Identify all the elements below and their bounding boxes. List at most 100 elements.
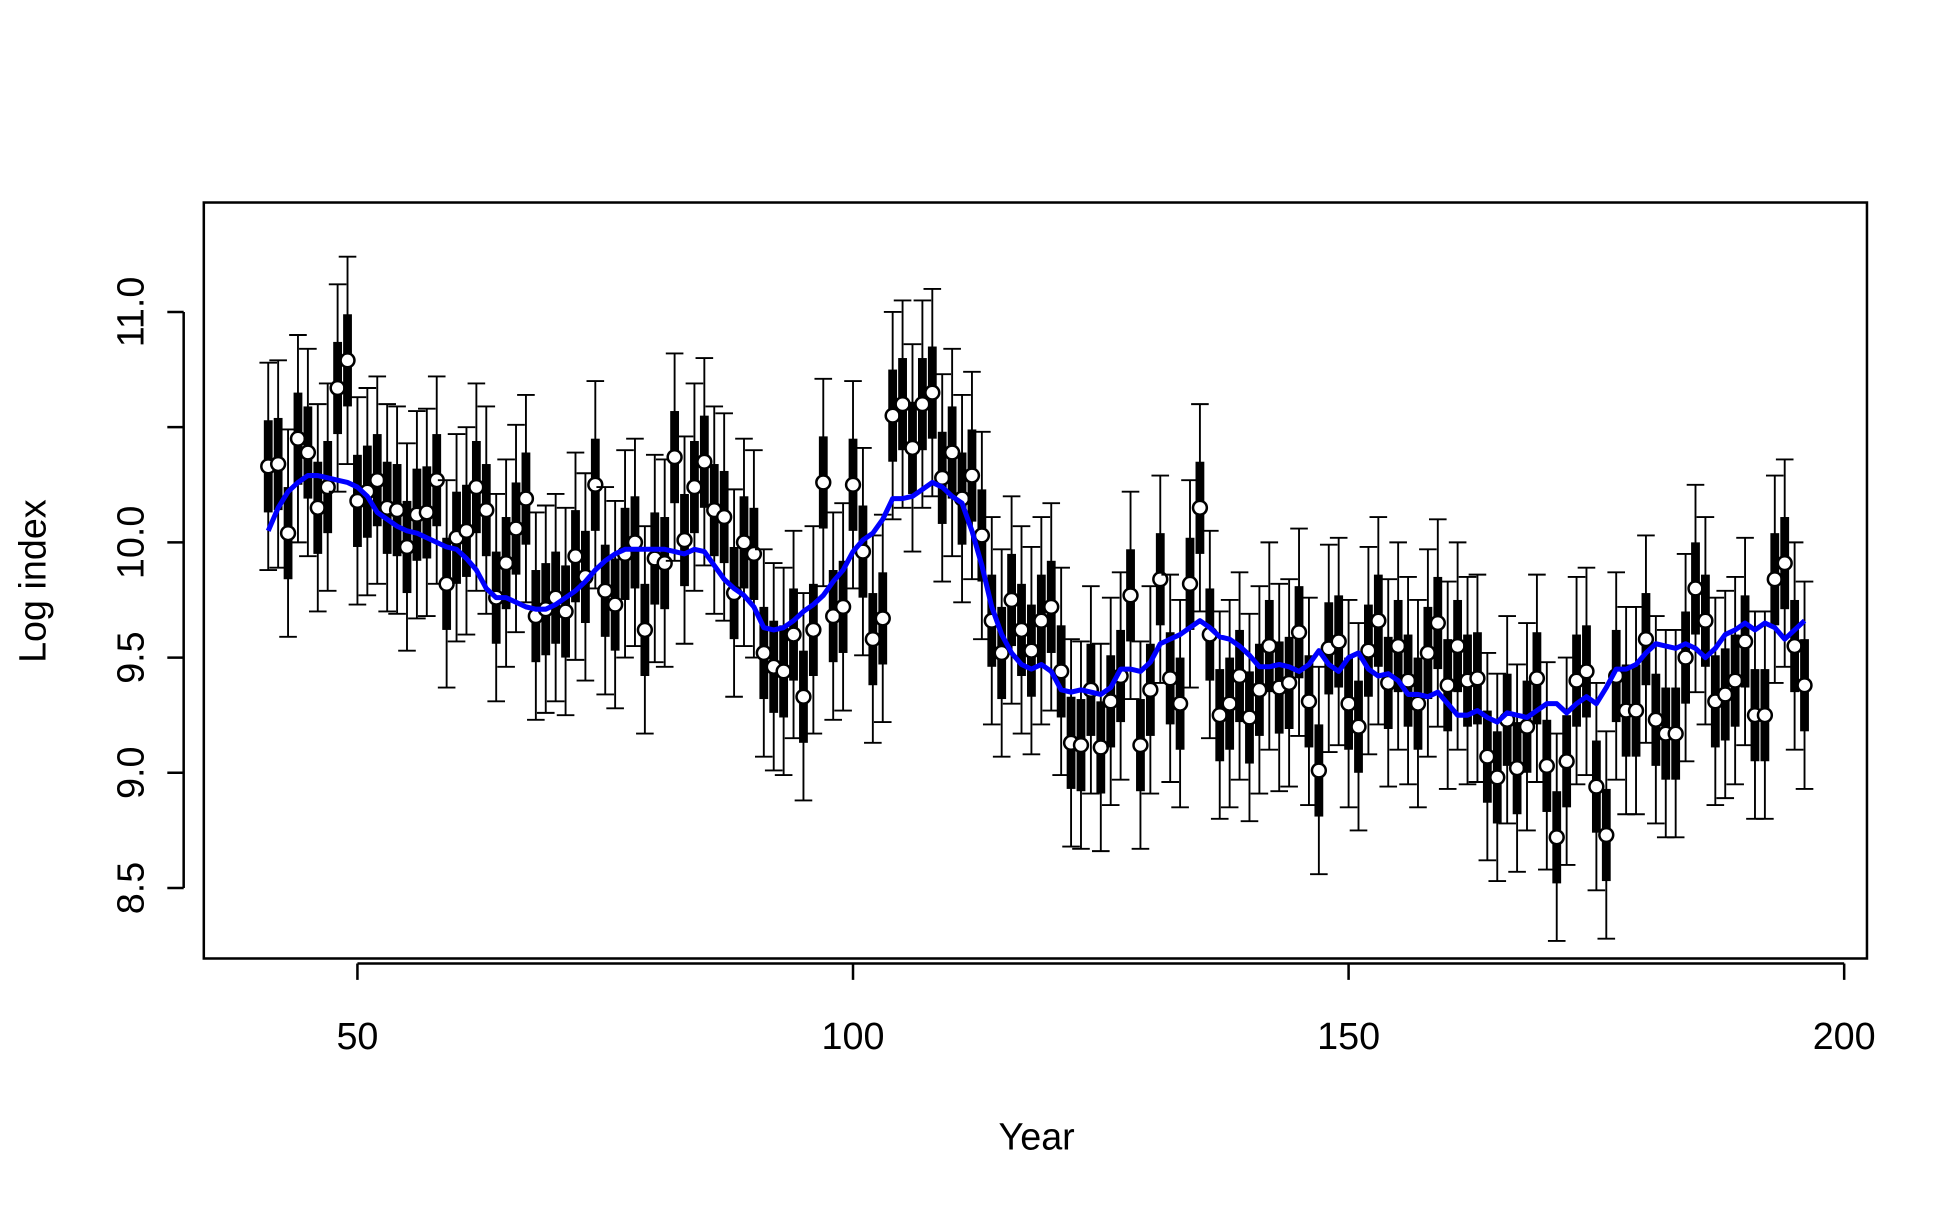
point: [1033, 612, 1050, 629]
point: [1092, 739, 1109, 756]
point: [1766, 571, 1783, 588]
point: [844, 476, 862, 493]
point: [1350, 718, 1367, 735]
point: [279, 524, 297, 542]
point: [1310, 762, 1328, 779]
point: [943, 444, 961, 461]
point: [1023, 642, 1040, 659]
point: [1528, 670, 1546, 687]
point: [993, 644, 1010, 662]
point: [1677, 649, 1694, 666]
x-tick-label: 50: [336, 1015, 378, 1057]
point: [567, 548, 584, 565]
point: [1518, 718, 1536, 735]
smooth-line: [265, 473, 1807, 725]
point: [1697, 612, 1714, 629]
point: [963, 467, 981, 484]
point: [1419, 644, 1437, 662]
point: [1796, 677, 1813, 694]
point: [864, 630, 882, 648]
point: [815, 474, 832, 491]
point: [517, 490, 535, 507]
point: [418, 504, 435, 521]
x-axis-label: Year: [999, 1116, 1075, 1158]
point: [914, 395, 931, 413]
point: [1142, 681, 1159, 699]
point: [339, 352, 356, 369]
point: [1647, 711, 1665, 728]
point: [1280, 674, 1298, 692]
point: [1558, 753, 1575, 770]
point: [1290, 624, 1308, 641]
point: [1717, 686, 1734, 703]
x-tick-label: 150: [1317, 1015, 1380, 1057]
point: [1052, 663, 1070, 680]
point: [1162, 670, 1179, 687]
point: [1429, 614, 1446, 632]
point: [1231, 667, 1248, 685]
point: [666, 448, 683, 466]
point: [1736, 633, 1754, 650]
point: [1003, 591, 1020, 609]
point: [686, 478, 703, 496]
point: [775, 663, 792, 680]
point: [438, 575, 455, 593]
point: [755, 644, 772, 662]
point: [1588, 778, 1605, 795]
point: [1261, 637, 1278, 655]
point: [1221, 695, 1238, 712]
point: [458, 522, 475, 540]
point: [468, 478, 485, 496]
point: [1171, 695, 1189, 712]
point: [1251, 681, 1268, 699]
point: [1340, 695, 1357, 712]
point: [1181, 575, 1199, 593]
point: [735, 534, 753, 551]
point: [1370, 612, 1387, 629]
point: [329, 379, 346, 397]
point: [1122, 587, 1139, 604]
point: [894, 395, 911, 413]
point: [1191, 499, 1209, 516]
x-tick-label: 200: [1813, 1015, 1876, 1057]
y-tick-label: 11.0: [109, 277, 151, 348]
point: [904, 439, 921, 457]
point: [557, 603, 574, 620]
point: [299, 444, 317, 461]
point: [398, 538, 416, 556]
point: [478, 501, 495, 519]
point: [1578, 663, 1595, 680]
plot-frame: [202, 201, 1869, 960]
point: [1786, 637, 1803, 655]
y-tick-label: 9.5: [109, 631, 151, 683]
point: [1776, 554, 1793, 572]
point: [924, 384, 941, 401]
point: [1756, 707, 1774, 724]
x-tick-label: 100: [822, 1015, 885, 1057]
point: [1072, 736, 1090, 754]
y-tick-label: 10.0: [109, 506, 151, 579]
point: [795, 688, 812, 705]
point: [388, 501, 406, 519]
point: [1043, 598, 1060, 616]
point: [884, 407, 901, 424]
y-tick-label: 9.0: [109, 747, 151, 799]
point: [1479, 748, 1496, 765]
point: [834, 598, 852, 616]
point: [269, 455, 287, 473]
point: [1102, 693, 1119, 710]
point: [289, 430, 307, 447]
point: [1449, 637, 1466, 655]
point: [1360, 642, 1377, 659]
point: [497, 554, 515, 572]
point: [1548, 829, 1565, 846]
point: [1627, 702, 1645, 719]
y-tick-label: 8.5: [109, 862, 151, 914]
point: [1132, 736, 1149, 754]
point: [1409, 695, 1427, 712]
point: [656, 554, 673, 572]
point: [1152, 571, 1169, 588]
point: [1637, 630, 1655, 648]
point: [1687, 580, 1704, 597]
